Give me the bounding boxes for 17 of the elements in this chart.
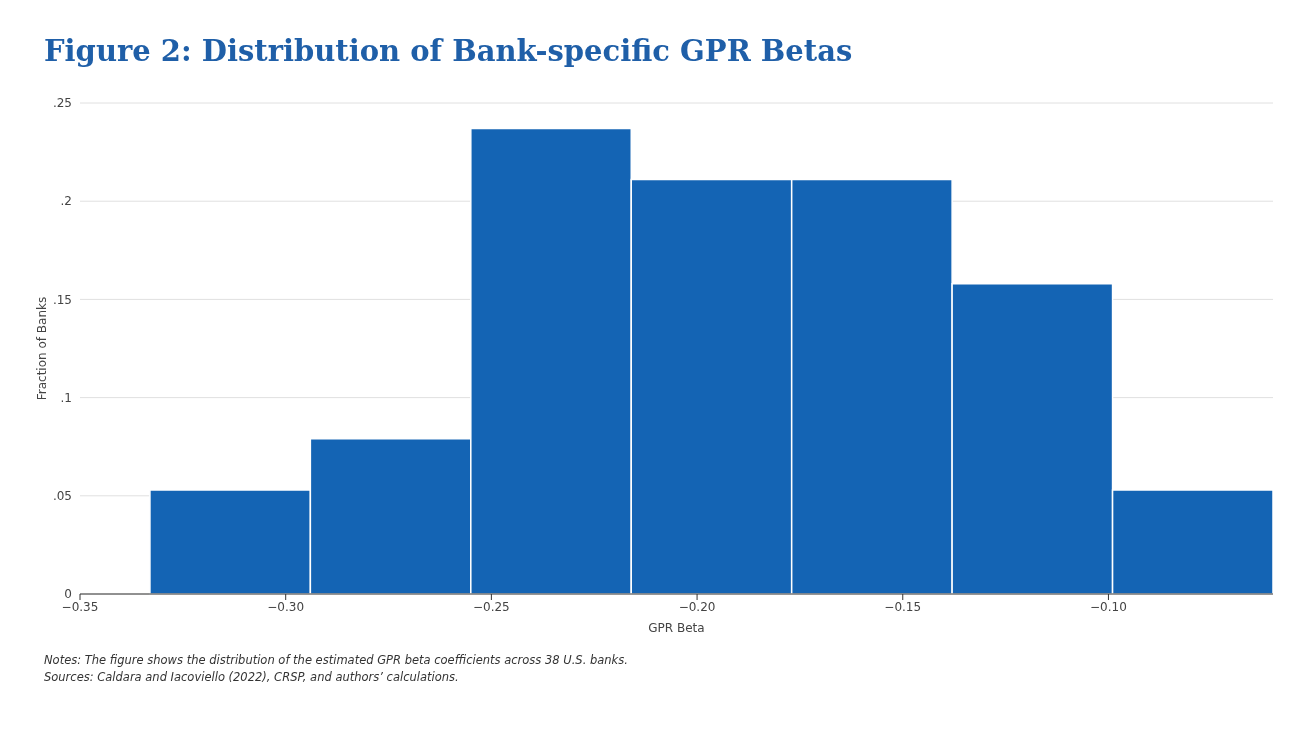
y-tick-label: .1 — [60, 390, 72, 405]
x-tick-label: −0.10 — [1090, 599, 1127, 614]
x-tick-label: −0.15 — [884, 599, 922, 614]
y-tick-label: .2 — [60, 194, 72, 209]
y-tick-label: .15 — [52, 292, 72, 307]
x-tick-label: −0.35 — [61, 599, 99, 614]
source-note: Sources: Caldara and Iacoviello (2022), CRSP, and authors’ calculations. — [44, 669, 460, 686]
y-tick-label: 0 — [64, 587, 72, 602]
x-axis-title: GPR Beta — [648, 621, 705, 635]
x-tick-label: −0.30 — [267, 599, 305, 614]
y-tick-label: .05 — [52, 489, 72, 504]
x-tick-label: −0.20 — [678, 599, 716, 614]
x-tick-label: −0.25 — [472, 599, 510, 614]
chart-title: Figure 2: Distribution of Bank-specific GPR Betas — [43, 33, 854, 68]
y-axis-title: Fraction of Banks — [35, 296, 50, 401]
y-tick-label: .25 — [52, 96, 72, 111]
text: Notes: The figure shows the distribution of the estimated GPR beta coefficients across 38 U.S. banks. — [44, 652, 629, 669]
